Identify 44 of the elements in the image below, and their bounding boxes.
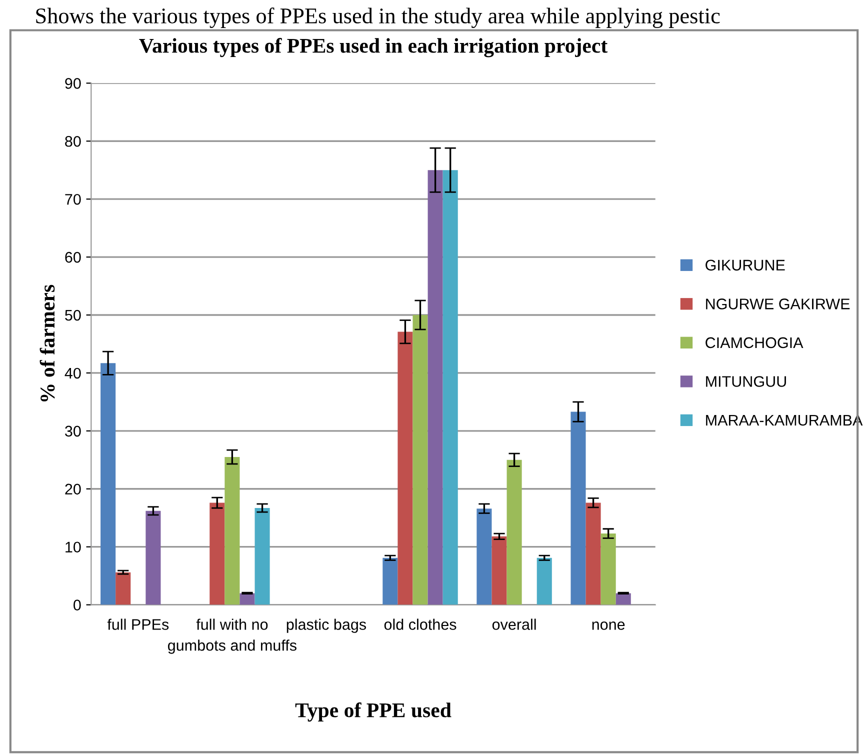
x-tick-label: full PPEs [107,618,169,630]
y-tick-label: 0 [74,600,81,610]
y-tick-label: 30 [65,426,81,437]
bar [254,508,270,605]
bar [570,412,586,605]
chart-title: Various types of PPEs used in each irrigation project [139,38,608,58]
y-tick-label: 80 [65,136,81,147]
bar [616,593,631,605]
x-tick-label: overall [492,618,536,630]
legend-label: GIKURUNE [706,260,785,271]
bar [442,170,458,605]
bar [586,502,601,605]
y-tick-label: 70 [65,194,81,205]
bar [240,593,255,605]
bar [492,536,507,605]
y-tick-label: 60 [65,252,81,263]
x-tick-label: old clothes [384,618,456,630]
legend-label: MITUNGUU [706,376,786,387]
bar [476,508,492,605]
bar [224,457,240,605]
text: Shows the various types of PPEs used in the study area while applying pestic [36,8,720,28]
x-axis-title: Type of PPE used [295,702,452,722]
bar [210,502,225,605]
x-tick-label: none [592,622,625,630]
y-tick-label: 10 [66,542,81,553]
legend-label: CIAMCHOGIA [706,337,804,348]
y-axis-title: % of farmers [40,284,55,402]
legend-label: MARAA-KAMURAMBA [706,414,863,426]
bar [100,363,116,605]
bar [506,460,522,605]
y-tick-label: 20 [65,484,81,495]
bar [116,572,131,605]
y-tick-label: 90 [65,78,81,89]
legend-label: NGURWE GAKIRWE [706,298,850,310]
bar [382,558,398,605]
bar [398,332,413,605]
bar [600,534,616,605]
bar [536,558,552,605]
bar [412,315,428,605]
y-tick-label: 50 [65,310,81,321]
y-tick-label: 40 [64,368,81,379]
x-tick-label: plastic bags [286,618,366,633]
bar [146,510,161,605]
bar [428,170,443,605]
